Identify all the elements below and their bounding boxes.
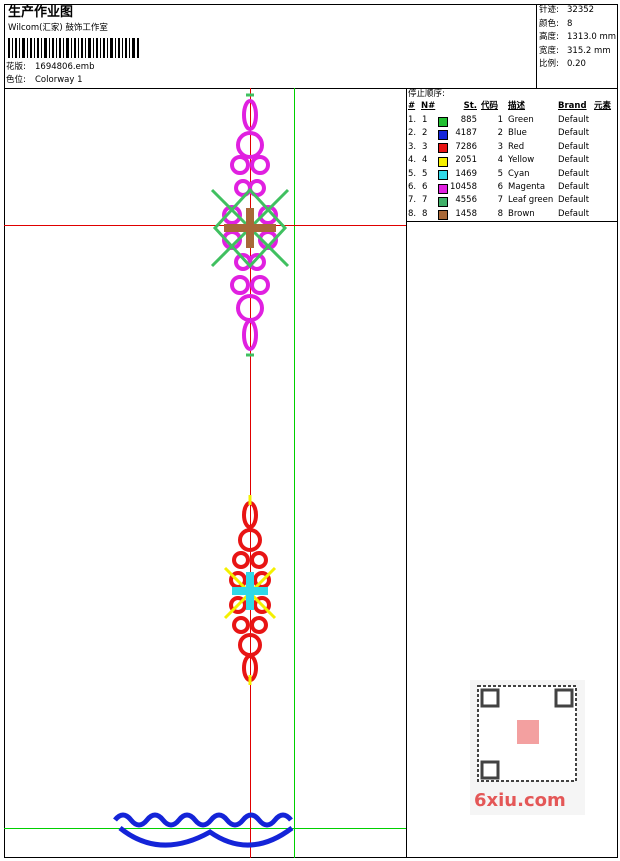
row-index: 6. xyxy=(408,182,417,192)
row-brand: Default xyxy=(558,208,590,219)
row-index: 5. xyxy=(408,168,417,179)
row-needle: 1 xyxy=(422,115,428,125)
barcode xyxy=(8,38,139,58)
info-label: 针迹: xyxy=(539,5,559,15)
color-swatch xyxy=(438,143,448,154)
qr-watermark xyxy=(470,680,585,815)
info-label: 宽度: xyxy=(539,45,559,56)
design-preview xyxy=(4,88,406,858)
column-header: # xyxy=(408,101,416,111)
column-header: 元素 xyxy=(594,101,612,111)
row-needle: 8 xyxy=(422,208,428,219)
colorway: Colorway 1 xyxy=(35,75,83,85)
row-description: Yellow xyxy=(508,155,535,166)
row-description: Green xyxy=(508,115,534,125)
watermark: 6xiu.com xyxy=(474,790,566,811)
info-label: 颜色: xyxy=(539,18,559,29)
colorway-label: 色位: xyxy=(6,75,26,85)
row-description: Leaf green xyxy=(508,195,554,206)
color-swatch xyxy=(438,156,448,167)
column-header: 描述 xyxy=(508,101,526,111)
row-stitches: 4556 xyxy=(455,195,477,206)
row-code: 2 xyxy=(497,128,503,139)
row-stitches: 885 xyxy=(460,115,477,125)
column-header: 代码 xyxy=(481,101,499,111)
row-code: 4 xyxy=(497,155,503,166)
row-code: 7 xyxy=(497,195,503,206)
row-stitches: 1469 xyxy=(455,168,477,179)
row-code: 6 xyxy=(497,182,503,192)
info-value: 1313.0 mm xyxy=(567,32,617,42)
color-swatch xyxy=(438,116,448,127)
row-index: 8. xyxy=(408,208,417,219)
row-needle: 6 xyxy=(422,182,428,192)
color-swatch xyxy=(438,170,448,181)
row-index: 7. xyxy=(408,195,417,206)
row-needle: 4 xyxy=(422,155,428,166)
row-code: 8 xyxy=(497,208,503,219)
row-stitches: 10458 xyxy=(449,182,477,192)
info-value: 0.20 xyxy=(567,59,586,69)
row-brand: Default xyxy=(558,195,590,206)
design-label: 花版: xyxy=(6,62,26,72)
info-label: 高度: xyxy=(539,32,559,42)
row-needle: 5 xyxy=(422,168,428,179)
row-stitches: 7286 xyxy=(455,141,477,152)
row-code: 5 xyxy=(497,168,503,179)
column-header: St. xyxy=(463,101,477,111)
row-description: Blue xyxy=(508,128,527,139)
row-index: 3. xyxy=(408,141,417,152)
row-brand: Default xyxy=(558,182,590,192)
row-brand: Default xyxy=(558,155,590,166)
info-value: 32352 xyxy=(567,5,595,15)
color-swatch xyxy=(438,183,448,194)
row-description: Cyan xyxy=(508,168,530,179)
row-brand: Default xyxy=(558,141,590,152)
color-swatch xyxy=(438,129,448,140)
row-brand: Default xyxy=(558,128,590,139)
info-value: 8 xyxy=(567,18,573,29)
column-header: N# xyxy=(421,101,436,111)
color-swatch xyxy=(438,210,448,221)
row-needle: 2 xyxy=(422,128,428,139)
row-stitches: 4187 xyxy=(455,128,477,139)
row-index: 1. xyxy=(408,115,417,125)
row-brand: Default xyxy=(558,168,590,179)
row-stitches: 1458 xyxy=(455,208,477,219)
studio: Wilcom(汇家) 鼓饰工作室 xyxy=(8,23,108,33)
info-value: 315.2 mm xyxy=(567,45,611,56)
row-description: Red xyxy=(508,141,525,152)
column-header: Brand xyxy=(558,101,587,111)
color-swatch xyxy=(438,196,448,207)
row-brand: Default xyxy=(558,115,590,125)
row-needle: 7 xyxy=(422,195,428,206)
row-needle: 3 xyxy=(422,141,428,152)
row-stitches: 2051 xyxy=(455,155,477,166)
stop-sequence-title: 停止顺序: xyxy=(408,89,445,99)
row-description: Brown xyxy=(508,208,535,219)
row-index: 4. xyxy=(408,155,417,166)
row-description: Magenta xyxy=(508,182,546,192)
info-label: 比例: xyxy=(539,59,559,69)
design-file: 1694806.emb xyxy=(35,62,95,72)
row-code: 3 xyxy=(497,141,503,152)
row-index: 2. xyxy=(408,128,417,139)
title: 生产作业图 xyxy=(8,5,74,20)
row-code: 1 xyxy=(497,115,503,125)
